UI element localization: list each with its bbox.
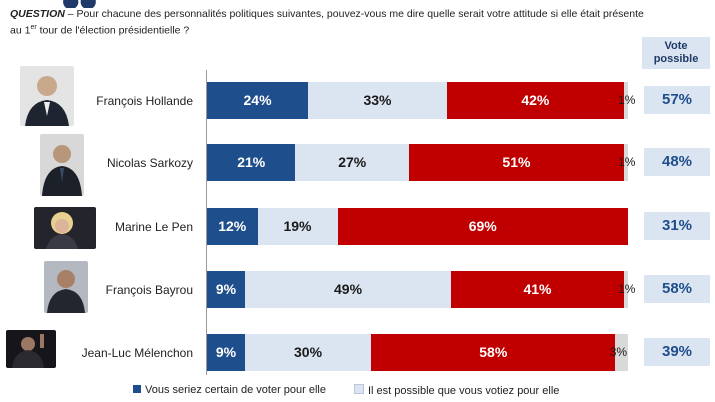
bar-label-possible-francois-bayrou: 49%: [334, 281, 363, 297]
legend-item-0: Vous seriez certain de voter pour elle: [133, 384, 326, 396]
bar-certain-jean-luc-melenchon: [207, 334, 245, 371]
bar-label-certain-nicolas-sarkozy: 21%: [237, 154, 266, 170]
avatar-nicolas-sarkozy: [40, 134, 84, 196]
bar-label-certain-jean-luc-melenchon: 9%: [215, 344, 237, 360]
row-label-francois-bayrou: François Bayrou: [105, 283, 193, 297]
bar-label-certain-francois-bayrou: 9%: [215, 281, 237, 297]
vote-possible-value-nicolas-sarkozy: 48%: [644, 148, 710, 176]
bar-label-certain-francois-hollande: 24%: [243, 92, 272, 108]
bar-label-refuse-nicolas-sarkozy: 51%: [502, 154, 531, 170]
vote-possible-value-francois-hollande: 57%: [644, 86, 710, 114]
bar-possible-francois-hollande: [308, 82, 447, 119]
bar-label-possible-marine-le-pen: 19%: [283, 218, 312, 234]
bar-label-possible-nicolas-sarkozy: 27%: [338, 154, 367, 170]
row-label-francois-hollande: François Hollande: [96, 94, 193, 108]
bar-other-jean-luc-melenchon: [615, 334, 628, 371]
legend-swatch-1: [354, 384, 364, 394]
bar-refuse-jean-luc-melenchon: [371, 334, 616, 371]
bar-label-other-francois-bayrou: 1%: [618, 282, 636, 296]
question-text: QUESTION – Pour chacune des personnalité…: [10, 8, 650, 38]
row-label-jean-luc-melenchon: Jean-Luc Mélenchon: [81, 346, 193, 360]
legend-label-1: Il est possible que vous votiez pour ell…: [368, 385, 560, 397]
avatar-francois-bayrou: [44, 261, 88, 313]
bar-label-refuse-francois-hollande: 42%: [521, 92, 550, 108]
bar-label-possible-francois-hollande: 33%: [363, 92, 392, 108]
bar-label-other-nicolas-sarkozy: 1%: [618, 155, 636, 169]
question-superscript: er: [30, 24, 37, 31]
bar-label-other-jean-luc-melenchon: 3%: [609, 345, 628, 359]
bar-label-possible-jean-luc-melenchon: 30%: [294, 344, 323, 360]
avatar-francois-hollande: [20, 66, 74, 126]
bar-label-other-francois-hollande: 1%: [618, 93, 636, 107]
bar-possible-marine-le-pen: [257, 208, 338, 245]
bar-possible-francois-bayrou: [244, 271, 452, 308]
bar-label-certain-marine-le-pen: 12%: [218, 218, 247, 234]
bar-label-refuse-jean-luc-melenchon: 58%: [479, 344, 508, 360]
vote-possible-value-marine-le-pen: 31%: [644, 212, 710, 240]
question-body-end: tour de l'élection présidentielle ?: [36, 24, 190, 37]
row-label-nicolas-sarkozy: Nicolas Sarkozy: [106, 156, 193, 170]
vote-possible-header-label: Vote possible: [653, 40, 699, 65]
bar-certain-francois-hollande: [207, 82, 309, 119]
vote-possible-value-jean-luc-melenchon: 39%: [644, 338, 710, 366]
bar-possible-jean-luc-melenchon: [244, 334, 372, 371]
row-label-marine-le-pen: Marine Le Pen: [114, 220, 193, 234]
legend-swatch-0: [133, 385, 141, 393]
bar-refuse-francois-bayrou: [451, 271, 624, 308]
bar-refuse-francois-hollande: [446, 82, 624, 119]
bar-certain-marine-le-pen: [207, 208, 258, 245]
bar-possible-nicolas-sarkozy: [295, 144, 410, 181]
bar-certain-francois-bayrou: [207, 271, 245, 308]
chart-axis-line: [206, 70, 207, 375]
bar-label-refuse-francois-bayrou: 41%: [523, 281, 552, 297]
bar-certain-nicolas-sarkozy: [207, 144, 296, 181]
bar-refuse-nicolas-sarkozy: [409, 144, 624, 181]
question-label: QUESTION: [10, 8, 65, 20]
bar-label-refuse-marine-le-pen: 69%: [468, 218, 497, 234]
avatar-marine-le-pen: [34, 207, 96, 249]
vote-possible-value-francois-bayrou: 58%: [644, 275, 710, 303]
legend-item-1: Il est possible que vous votiez pour ell…: [354, 384, 559, 397]
question-body: – Pour chacune des personnalités politiq…: [10, 8, 644, 37]
vote-possible-header: Vote possible: [642, 37, 710, 69]
brand-logo-fragment: ●●: [0, 0, 150, 8]
bar-refuse-marine-le-pen: [337, 208, 628, 245]
avatar-jean-luc-melenchon: [6, 330, 56, 368]
legend-label-0: Vous seriez certain de voter pour elle: [145, 384, 326, 396]
bar-other-francois-bayrou: [623, 271, 628, 308]
bar-other-francois-hollande: [623, 82, 628, 119]
bar-other-nicolas-sarkozy: [623, 144, 628, 181]
